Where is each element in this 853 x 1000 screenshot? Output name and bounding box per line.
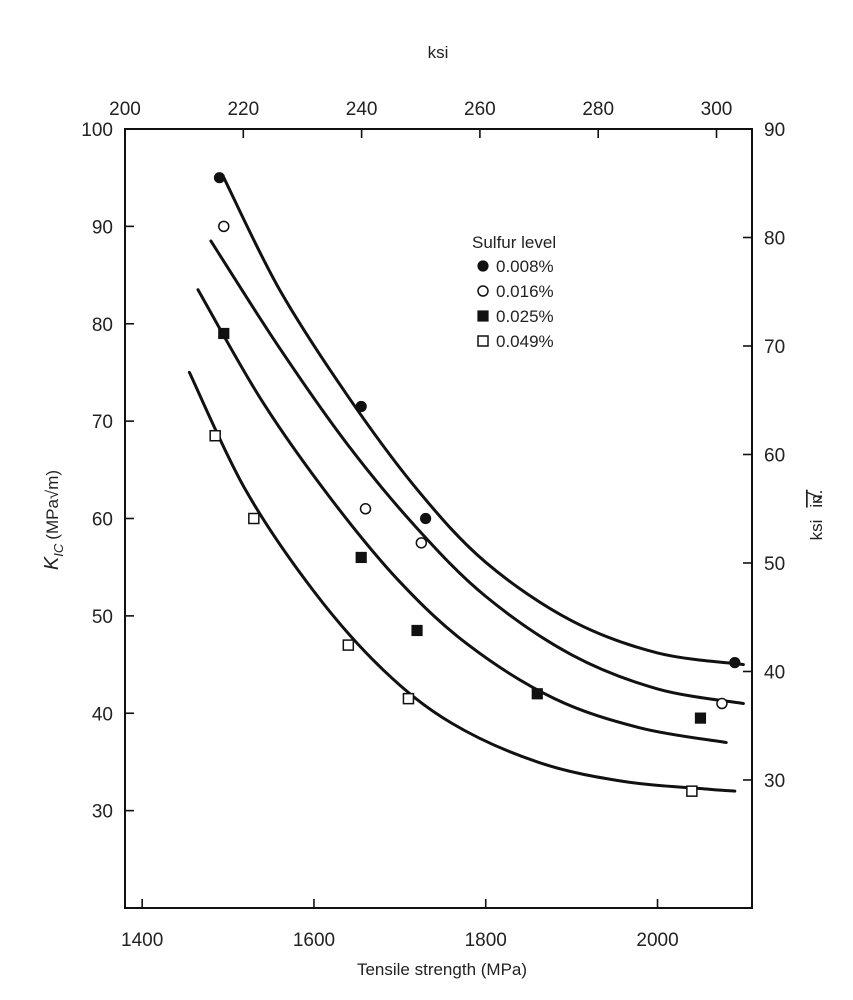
data-point [248,512,260,525]
x-axis-title: Tensile strength (MPa) [357,960,527,979]
svg-text:KIC(MPa√m): KIC (MPa√m) [41,470,66,570]
data-point [716,697,728,710]
y2-tick-label: 30 [764,771,785,792]
y2-axis-title-root: in. [807,490,826,508]
y2-axis-title-main: ksi [807,520,826,541]
legend-label: 0.008% [496,257,554,276]
fit-curve-2 [196,288,728,744]
y-axis-left: 30 40 50 60 70 80 90 100 [81,120,134,823]
data-point [213,172,226,184]
y-axis-title-unit: (MPa√m) [43,470,62,540]
data-point [218,327,230,340]
y-tick-label: 80 [92,315,113,336]
data-point [415,537,428,549]
data-point [402,692,415,705]
data-point [342,639,355,651]
y2-tick-label: 70 [764,337,785,358]
legend-marker [477,310,489,322]
data-point [729,657,741,669]
legend-marker [477,335,489,347]
x-axis-bottom: 1400 1600 1800 2000 [121,899,679,951]
x-tick-label: 1800 [465,930,507,951]
x-tick-label: 2000 [636,930,678,951]
x-axis-top: 200 220 240 260 280 300 [109,99,732,138]
legend-label: 0.025% [496,307,554,326]
data-point [355,551,367,564]
y-tick-label: 70 [92,412,113,433]
y2-axis-title: ksi in. [805,490,826,541]
y-tick-label: 30 [92,802,113,823]
data-point [686,785,698,797]
legend-label: 0.016% [496,282,554,301]
data-point [218,220,230,233]
y-tick-label: 90 [92,217,113,238]
x-tick-label: 1600 [293,930,335,951]
fit-curve-1 [209,239,745,705]
y-tick-label: 100 [81,120,113,141]
radical-sign-icon [805,491,823,503]
x2-tick-label: 200 [109,99,141,120]
data-point [411,624,423,637]
data-point [359,503,372,515]
data-point [531,688,543,700]
y2-tick-label: 40 [764,662,785,683]
x2-tick-label: 260 [464,99,496,120]
y2-tick-label: 50 [764,554,785,575]
y-axis-title-sub: IC [51,543,66,557]
y2-tick-label: 90 [764,120,785,141]
x2-tick-label: 240 [346,99,378,120]
legend-marker [477,260,489,272]
x2-tick-label: 300 [701,99,733,120]
legend-title: Sulfur level [472,233,556,252]
data-point [694,712,707,724]
y-tick-label: 40 [92,704,113,725]
x2-tick-label: 280 [582,99,614,120]
x2-axis-title: ksi [428,43,449,62]
y-axis-title-main: K [41,555,63,570]
y2-tick-label: 60 [764,445,785,466]
y-axis-right: 30 40 50 60 70 80 90 [743,120,785,792]
fit-curves [187,176,745,793]
y-tick-label: 50 [92,607,113,628]
x2-tick-label: 220 [227,99,259,120]
x-tick-label: 1400 [121,930,163,951]
data-point [209,429,221,442]
data-points [209,172,741,797]
data-point [420,512,432,525]
legend-label: 0.049% [496,332,554,351]
fit-curve-0 [222,176,745,667]
legend-marker [477,285,489,297]
y2-tick-label: 80 [764,228,785,249]
legend: Sulfur level 0.008% 0.016% 0.025% 0.049% [472,233,556,351]
y-tick-label: 60 [92,510,113,531]
data-point [355,400,367,413]
y-axis-title: KIC (MPa√m) [41,470,66,570]
fit-curve-3 [187,370,737,793]
